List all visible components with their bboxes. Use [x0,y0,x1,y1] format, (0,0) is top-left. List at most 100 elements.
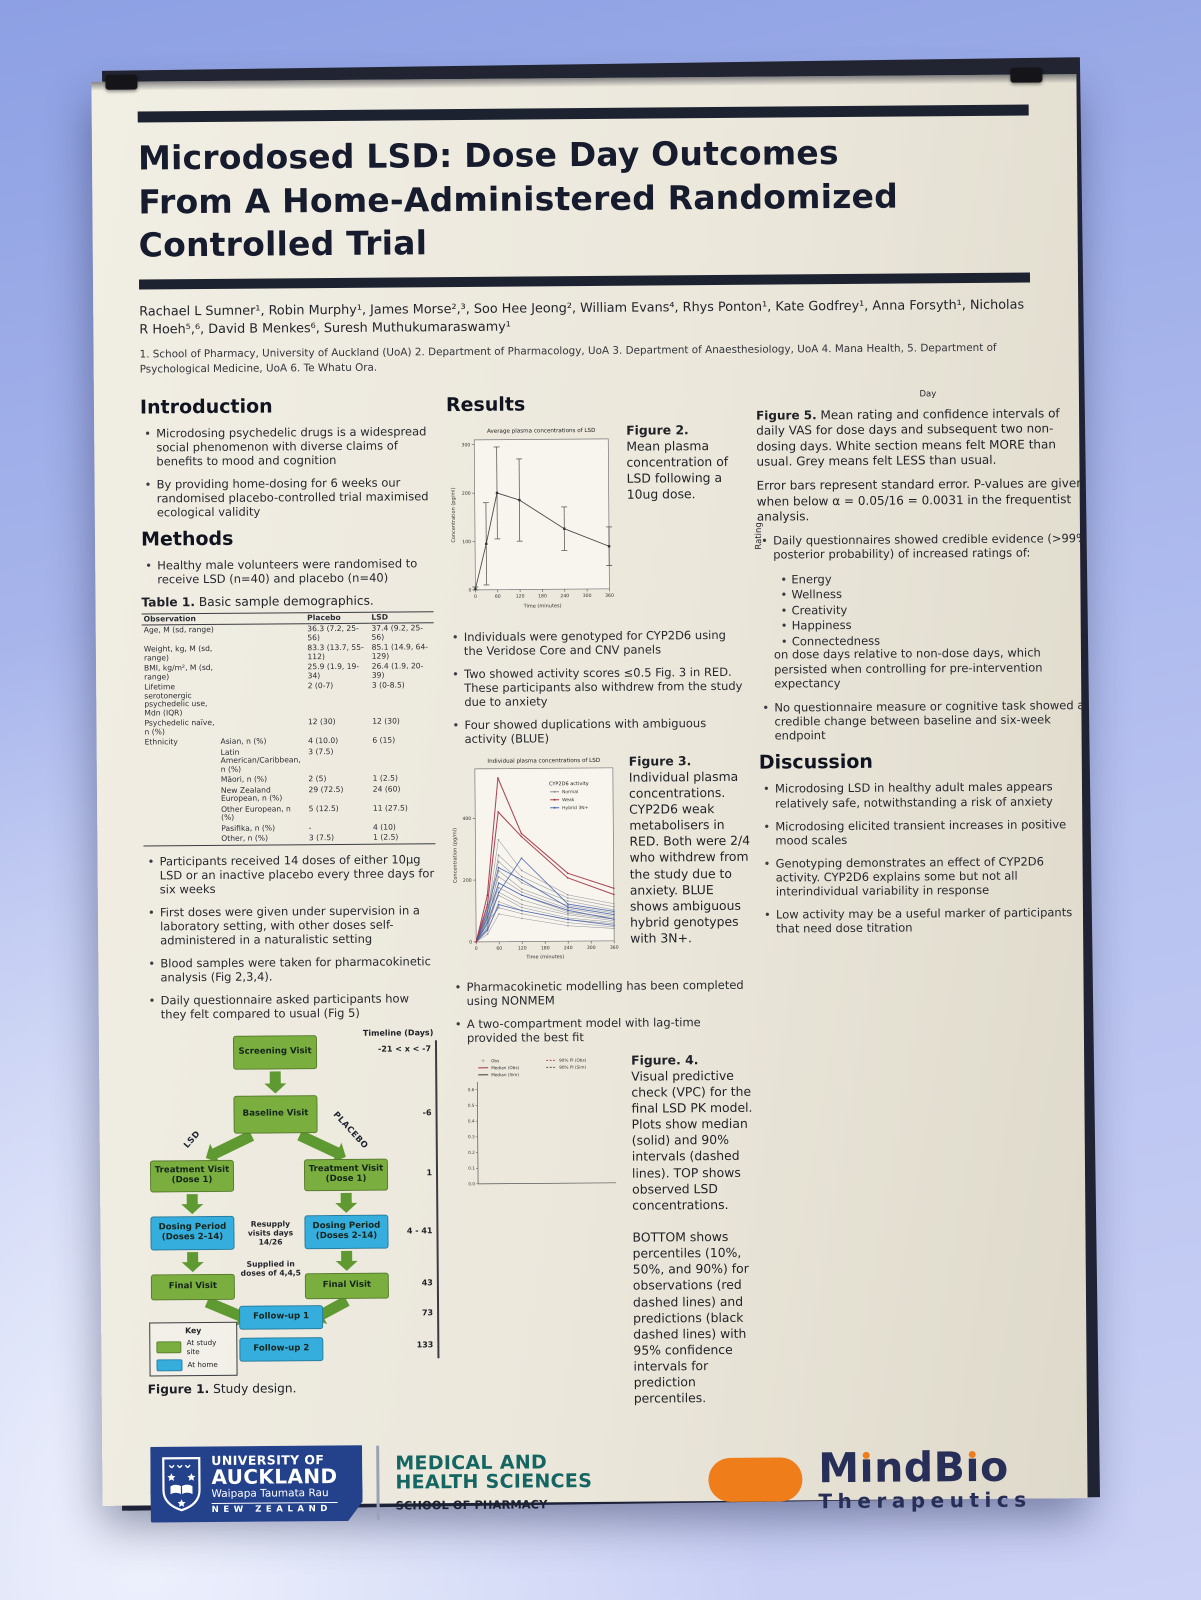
flow-followup-1: Follow-up 1 [239,1304,324,1330]
affiliations: 1. School of Pharmacy, University of Auc… [139,342,997,376]
svg-text:Hybrid 3N+: Hybrid 3N+ [562,805,589,811]
results-bullets-4: No questionnaire measure or cognitive ta… [758,699,1089,744]
figure2-row: Average plasma concentrations of LSD 0 100… [446,421,744,619]
svg-text:180: 180 [541,945,550,951]
mindbio-subtitle: Therapeutics [818,1487,1032,1514]
mindbio-pill-icon [708,1457,803,1503]
table-header-placebo: Placebo [305,611,370,624]
key-swatch-site [156,1341,182,1354]
table-row: Age, M (sd, range) 36.3 (7.2, 25-56) 37.4 … [143,623,424,642]
flow-final-visit-lsd: Final Visit [150,1273,235,1301]
mindbio-logo-text: MındBıo Therapeutics [818,1443,1032,1514]
svg-text:0: 0 [469,939,472,945]
table-row: Other European, n (%) 5 (12.5) 11 (27.5) [221,803,408,823]
flow-screening-visit: Screening Visit [232,1034,318,1070]
bullet: Genotyping demonstrates an effect of CYP… [776,854,1091,899]
flowchart-arrows [181,1071,358,1326]
footer-divider [376,1446,380,1521]
bullet: Daily questionnaires showed credible evi… [773,531,1088,562]
title-line: Controlled Trial [138,223,428,265]
discussion-bullets: Microdosing LSD in healthy adult males a… [759,780,1091,936]
svg-text:0: 0 [474,593,477,599]
uoa-logo: UNIVERSITY OF AUCKLAND Waipapa Taumata R… [150,1445,363,1523]
table-row: New Zealand European, n (%) 29 (72.5) 24 (… [220,784,401,804]
section-discussion: Discussion [758,751,873,775]
figure1-caption: Figure 1. Study design. [147,1381,297,1397]
bullet: Pharmacokinetic modelling has been compl… [466,977,746,1007]
fig2-mean-plasma-chart: Average plasma concentrations of LSD 0 100… [451,427,614,609]
svg-text:0: 0 [475,946,478,952]
title-underline-bar [138,272,1031,290]
svg-text:60: 60 [496,945,502,951]
bullet: Low activity may be a useful marker of p… [776,905,1091,936]
timeline-value: 133 [416,1340,434,1350]
uoa-crest-icon [160,1457,202,1513]
list-item: Connectedness [792,632,1089,650]
footer: UNIVERSITY OF AUCKLAND Waipapa Taumata R… [150,1440,1038,1523]
svg-text:Normal: Normal [562,789,578,795]
table-row: BMI, kg/m², M (sd, range) 25.9 (1.9, 19-3… [143,661,424,682]
svg-text:0: 0 [468,587,471,593]
bullet: Participants received 14 doses of either… [159,852,435,896]
table-demographics: Observation Placebo LSD Age, M (sd, rang… [141,611,436,846]
figure3-row: Individual plasma concentrations of LSD 0… [449,752,750,969]
flow-dosing-period-lsd: Dosing Period (Doses 2-14) [150,1215,235,1251]
svg-text:120: 120 [516,593,525,599]
left-column: Introduction Microdosing psychedelic dru… [140,392,440,1421]
table-row: Lifetime serotonergic psychedelic use, M… [144,680,405,718]
svg-text:CYP2D6 activity: CYP2D6 activity [549,781,589,787]
middle-column: Results Average plasma concentrations of… [446,389,753,1418]
increased-ratings-list: Energy Wellness Creativity Happiness Con… [757,568,1089,652]
figure4-row: + Obs Median (Obs) Median (Sim) 90% PI (Obs)… [451,1051,753,1408]
table-row: Weight, kg, M (sd, range) 83.3 (13.7, 55-… [143,642,429,663]
methods-bullets-2: Participants received 14 doses of either… [143,852,436,1021]
svg-text:Median (Sim): Median (Sim) [491,1072,519,1077]
uoa-logo-text: UNIVERSITY OF AUCKLAND Waipapa Taumata R… [211,1451,338,1516]
title-line: From A Home-Administered Randomized [138,176,899,222]
poster: Microdosed LSD: Dose Day Outcomes From A… [91,67,1088,1506]
svg-text:0.2: 0.2 [468,1150,475,1155]
results-bullets-2: Pharmacokinetic modelling has been compl… [450,977,747,1044]
section-introduction: Introduction [139,395,273,419]
bullet: Healthy male volunteers were randomised … [157,556,433,586]
section-methods: Methods [140,527,234,551]
key-swatch-home [156,1359,183,1372]
fig4-vpc-top-chart: + Obs Median (Obs) Median (Sim) 90% PI (Obs)… [468,1057,617,1186]
timeline-value: 1 [426,1168,433,1178]
table-row: Psychedelic naïve, n (%) 12 (30) 12 (30) [144,716,400,737]
svg-text:180: 180 [538,593,547,599]
figure1-flowchart: Screening Visit Baseline Visit LSD PLACE… [145,1028,440,1377]
timeline-value: 4 - 41 [406,1226,433,1236]
columns: Introduction Microdosing psychedelic dru… [140,387,1087,1421]
bullet: By providing home-dosing for 6 weeks our… [157,475,433,519]
svg-text:240: 240 [560,593,569,599]
svg-text:120: 120 [518,945,527,951]
svg-text:+: + [481,1058,485,1064]
table-header-lsd: LSD [369,611,434,624]
svg-text:Weak: Weak [562,797,575,803]
timeline-value: -21 < x < -7 [377,1044,432,1054]
timeline-value: 43 [421,1278,433,1288]
bullet: Two showed activity scores ≤0.5 Fig. 3 i… [464,664,744,708]
bullet: No questionnaire measure or cognitive ta… [774,699,1089,744]
right-column: Rating Day Figure 5. Mean rating and con… [754,387,1095,1416]
timeline-value: 73 [421,1308,434,1318]
table-row: Latin American/Caribbean, n (%) 3 (7.5) [220,746,334,774]
flow-note-supplied: Supplied in doses of 4,4,5 [240,1259,301,1278]
svg-text:Obs: Obs [491,1058,499,1063]
flow-treatment-visit-lsd: Treatment Visit (Dose 1) [149,1159,235,1193]
bullet-continuation: on dose days relative to non-dose days, … [773,645,1043,691]
figure4-charts: + Obs Median (Obs) Median (Sim) 90% PI (Obs)… [451,1052,623,1361]
figure2-caption: Figure 2. Mean plasma concentration of LS… [626,421,729,502]
svg-text:Median (Obs): Median (Obs) [491,1065,519,1070]
bullet: Microdosing elicited transient increases… [775,817,1090,848]
top-bar [137,104,1029,123]
timeline-value: -6 [422,1108,432,1118]
flow-note-resupply: Resupply visits days 14/26 [247,1219,294,1247]
svg-text:Time (minutes): Time (minutes) [523,603,562,609]
intro-bullets: Microdosing psychedelic drugs is a wides… [140,424,433,519]
flow-followup-2: Follow-up 2 [239,1336,324,1362]
svg-text:Concentration (pg/ml): Concentration (pg/ml) [452,828,458,883]
svg-text:Average plasma concentrations: Average plasma concentrations of LSD [487,427,595,434]
